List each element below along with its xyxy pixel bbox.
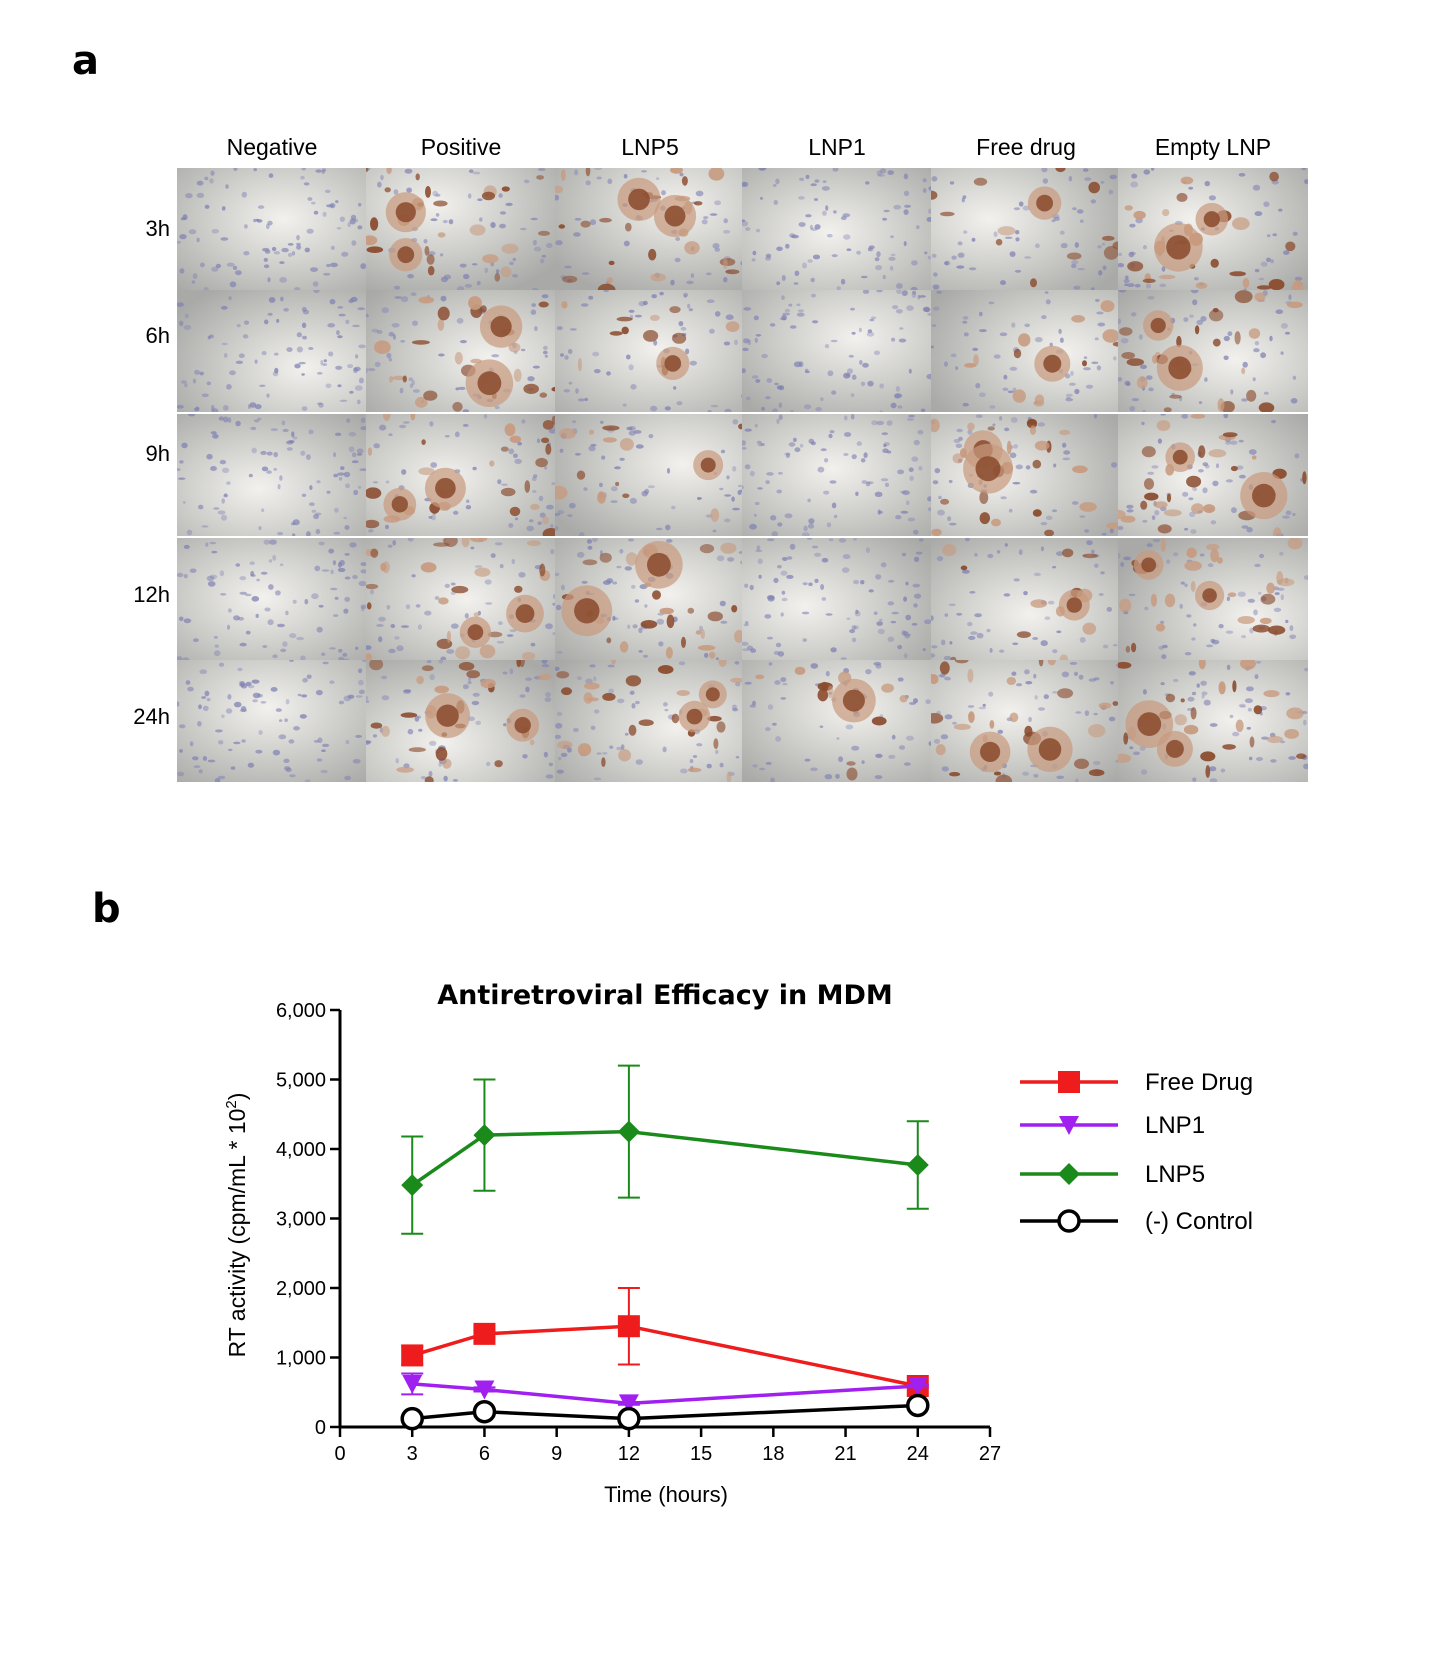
micrograph-image [177,168,367,290]
micrograph-image [366,538,556,660]
data-point-lnp5 [906,1153,929,1176]
legend-label: LNP5 [1145,1161,1205,1188]
data-point-control [906,1393,930,1418]
micrograph-image [366,414,556,536]
y-axis-label: RT activity (cpm/mL * 102) [223,1093,250,1358]
micrograph-image [177,290,367,412]
data-point-lnp5 [401,1174,424,1197]
series-line-free-drug [411,1324,919,1388]
micrograph-image [555,414,745,536]
data-point-control [400,1406,424,1431]
data-point-lnp5 [473,1124,496,1147]
y-tick-label: 2,000 [276,1278,326,1300]
column-label: Free drug [976,134,1076,160]
panel-label-a: a [72,38,99,84]
column-label: LNP1 [808,134,866,160]
y-tick-label: 6,000 [276,1000,326,1022]
x-tick-label: 27 [979,1443,1001,1465]
micrograph-image [931,538,1121,660]
y-tick-label: 3,000 [276,1209,326,1231]
micrograph-image [742,660,932,782]
x-tick-label: 3 [407,1443,418,1465]
micrograph-image [366,660,556,782]
y-tick-label: 1,000 [276,1348,326,1370]
data-point-free-drug [617,1315,640,1338]
data-point-lnp1 [618,1394,639,1414]
micrograph-image [742,538,932,660]
x-tick-label: 15 [690,1443,712,1465]
micrograph-image [366,290,556,412]
column-label: LNP5 [621,134,679,160]
row-label: 3h [145,216,170,241]
row-label: 9h [145,441,170,466]
data-point-free-drug [401,1344,424,1367]
data-point-lnp5 [617,1120,640,1143]
micrograph-image [555,168,745,290]
column-label: Empty LNP [1154,134,1272,160]
legend-label: (-) Control [1145,1208,1253,1235]
column-label: Negative [226,134,318,160]
micrograph-image [366,168,556,290]
row-label: 6h [145,323,170,348]
y-tick-label: 5,000 [276,1070,326,1092]
micrograph-image [177,660,367,782]
micrograph-image [931,290,1121,412]
panel-label-b: b [92,886,121,932]
micrograph-image [1118,414,1308,536]
x-tick-label: 12 [618,1443,640,1465]
data-point-lnp1 [907,1376,928,1396]
micrograph-image [742,414,932,536]
x-tick-label: 21 [834,1443,856,1465]
micrograph-image [931,660,1121,782]
x-tick-label: 24 [907,1443,929,1465]
micrograph-image [742,168,932,290]
micrograph-image [555,538,745,660]
series-line-lnp1 [412,1382,918,1406]
x-tick-label: 9 [551,1443,562,1465]
row-label: 12h [133,582,170,607]
micrograph-image [555,660,745,782]
data-point-free-drug [473,1322,496,1345]
micrograph-image [1118,660,1308,782]
y-tick-label: 4,000 [276,1139,326,1161]
legend-marker-free-drug [1058,1071,1080,1093]
legend-marker-lnp1 [1059,1116,1079,1135]
series-line-lnp5 [411,1129,918,1187]
micrograph-image [1118,290,1308,412]
y-tick-label: 0 [315,1417,326,1439]
legend-marker-control [1057,1209,1081,1233]
chart-title: Antiretroviral Efficacy in MDM [437,980,893,1011]
micrograph-image [177,538,367,660]
data-point-lnp1 [474,1380,495,1400]
legend-label: LNP1 [1145,1112,1205,1139]
data-point-control [472,1399,497,1424]
micrograph-image [742,290,932,412]
micrograph-image [555,290,745,412]
micrograph-image [1118,168,1308,290]
data-point-lnp1 [402,1374,423,1394]
x-axis-label: Time (hours) [604,1482,728,1507]
micrograph-image [1118,538,1308,660]
legend-marker-lnp5 [1058,1163,1080,1185]
x-tick-label: 0 [334,1443,345,1465]
row-label: 24h [133,704,170,729]
legend-label: Free Drug [1145,1069,1253,1096]
micrograph-image [177,414,367,536]
x-tick-label: 18 [762,1443,784,1465]
rt-activity-chart: Antiretroviral Efficacy in MDM 0 1,000 2,00… [0,960,1430,1620]
micrograph-image [931,168,1121,290]
micrograph-image [931,414,1121,536]
column-label: Positive [420,134,502,160]
x-tick-label: 6 [479,1443,490,1465]
data-point-control [617,1406,641,1431]
series-line-control [412,1403,918,1421]
